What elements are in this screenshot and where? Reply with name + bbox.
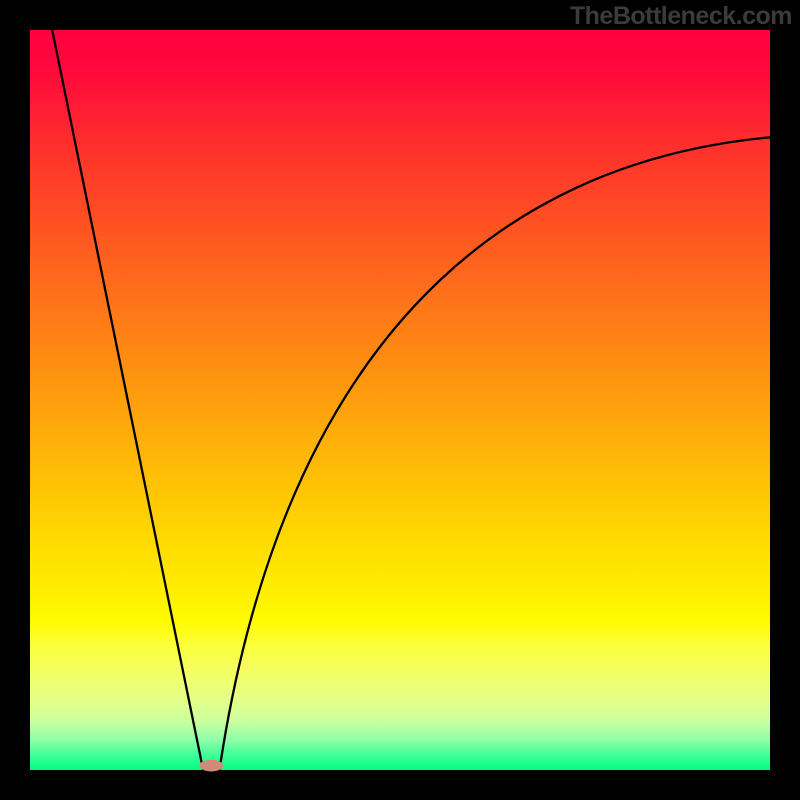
optimal-marker: [199, 760, 223, 772]
chart-svg: [0, 0, 800, 800]
chart-root: TheBottleneck.com: [0, 0, 800, 800]
watermark-text: TheBottleneck.com: [570, 2, 792, 31]
plot-background: [30, 30, 770, 770]
